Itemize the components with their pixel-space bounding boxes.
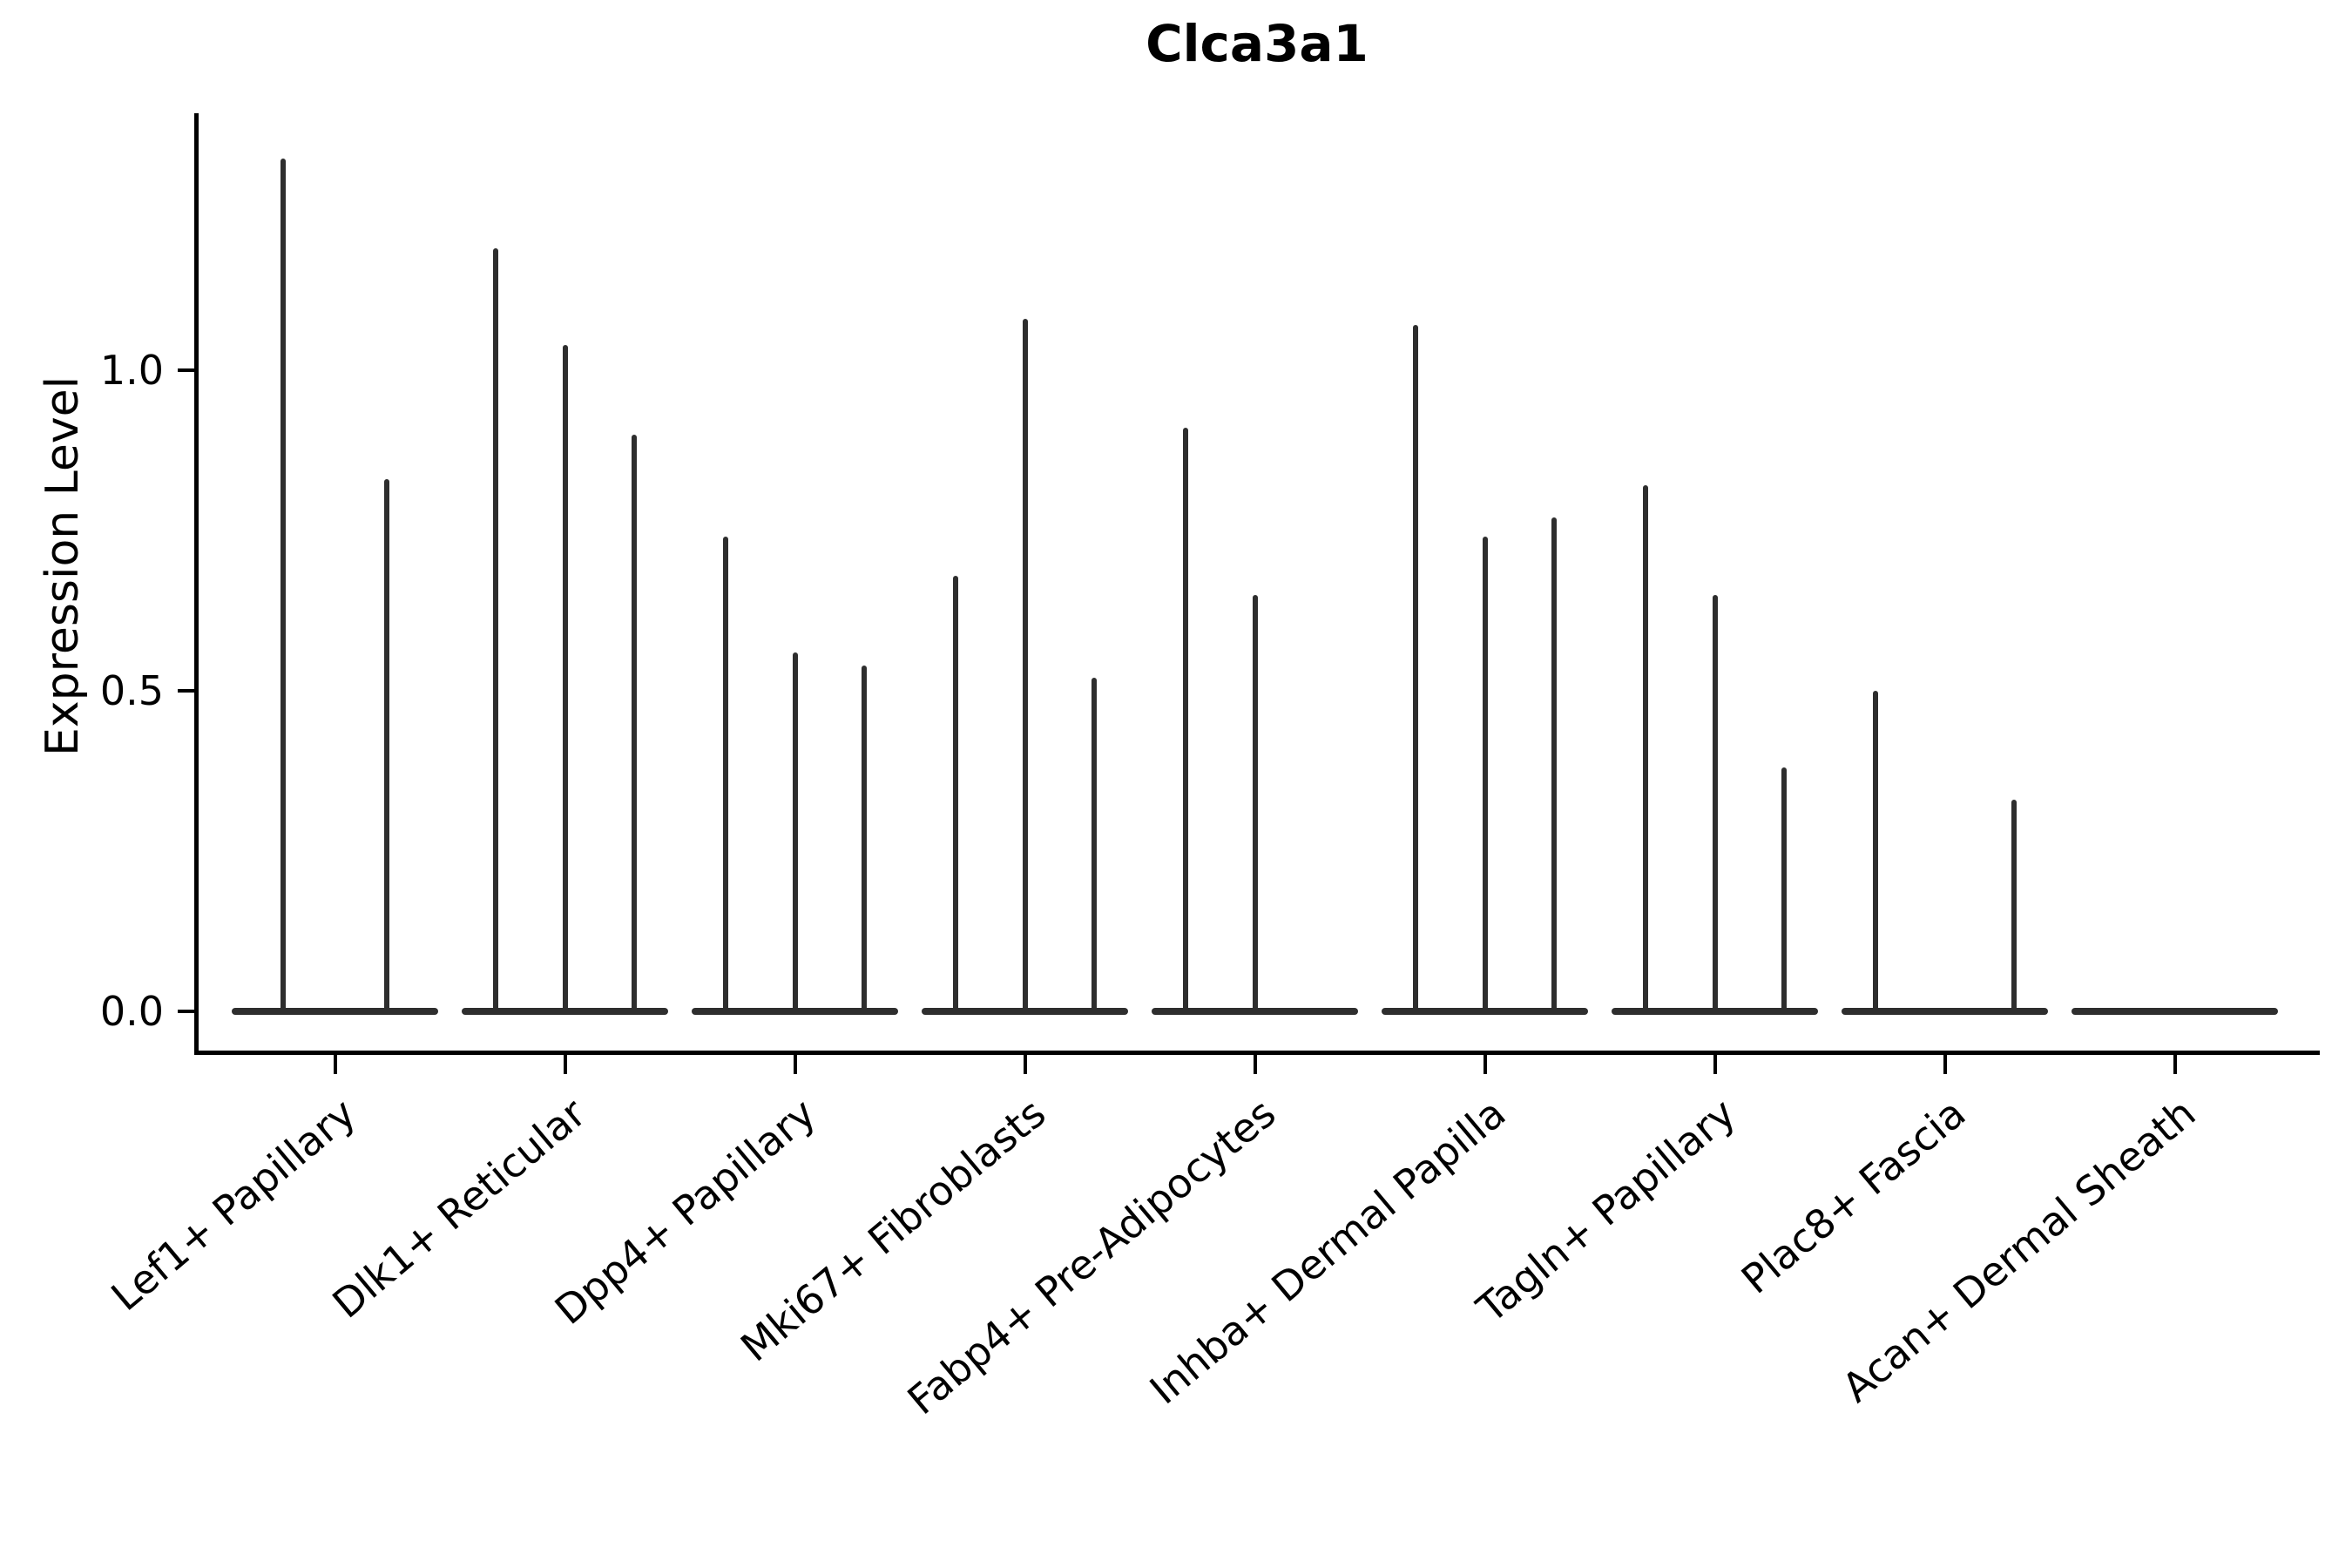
violin-spike — [631, 434, 637, 1011]
x-tick-mark — [1023, 1055, 1027, 1074]
x-tick-mark — [1253, 1055, 1257, 1074]
violin-spike — [1482, 537, 1488, 1011]
x-tick-label: Dpp4+ Papillary — [545, 1089, 824, 1334]
x-axis-spine — [194, 1051, 2320, 1055]
x-tick-label: Fabp4+ Pre-Adipocytes — [898, 1089, 1284, 1424]
violin-spike — [723, 537, 729, 1011]
violin-spike — [1091, 678, 1097, 1011]
violin-spike — [1022, 319, 1028, 1011]
x-tick-label: Plac8+ Fascia — [1732, 1089, 1974, 1303]
violin-spike — [792, 652, 798, 1011]
violin-spike — [2011, 800, 2017, 1011]
x-tick-mark — [1943, 1055, 1947, 1074]
x-tick-label: Tagln+ Papillary — [1467, 1089, 1744, 1332]
violin-spike — [1551, 517, 1557, 1011]
y-tick-label: 1.0 — [99, 347, 164, 394]
x-tick-label: Mki67+ Fibroblasts — [731, 1089, 1054, 1371]
violin-base — [1611, 1008, 1819, 1015]
x-tick-mark — [1483, 1055, 1487, 1074]
violin-spike — [383, 479, 389, 1011]
y-axis-label: Expression Level — [37, 375, 89, 757]
violin-base — [691, 1008, 899, 1015]
violin-spike — [861, 665, 867, 1011]
x-tick-mark — [563, 1055, 567, 1074]
x-tick-mark — [2173, 1055, 2177, 1074]
y-tick-mark — [178, 689, 195, 693]
x-tick-label: Dlk1+ Reticular — [322, 1089, 594, 1328]
violin-spike — [1183, 428, 1189, 1011]
x-tick-label: Inhba+ Dermal Papilla — [1140, 1089, 1514, 1414]
violin-spike — [1643, 485, 1649, 1011]
chart-title: Clca3a1 — [1146, 14, 1369, 73]
violin-spike — [280, 159, 287, 1011]
violin-spike — [1873, 691, 1879, 1011]
violin-spike — [1712, 594, 1718, 1011]
violin-base — [921, 1008, 1129, 1015]
y-tick-mark — [178, 1010, 195, 1013]
y-tick-mark — [178, 368, 195, 372]
y-tick-label: 0.5 — [99, 667, 164, 714]
violin-base — [1841, 1008, 2049, 1015]
x-tick-label: Acan+ Dermal Sheath — [1832, 1089, 2204, 1412]
violin-base — [461, 1008, 669, 1015]
violin-spike — [493, 248, 499, 1011]
violin-base — [1151, 1008, 1359, 1015]
violin-base — [2071, 1008, 2279, 1015]
violin-spike — [1413, 325, 1419, 1011]
x-tick-mark — [1713, 1055, 1717, 1074]
violin-spike — [562, 344, 568, 1011]
violin-spike — [1252, 594, 1258, 1011]
violin-spike — [953, 575, 959, 1011]
y-axis-spine — [194, 113, 199, 1055]
violin-spike — [1781, 767, 1787, 1011]
y-tick-label: 0.0 — [99, 988, 164, 1035]
x-tick-mark — [333, 1055, 337, 1074]
x-tick-mark — [793, 1055, 797, 1074]
violin-base — [1381, 1008, 1589, 1015]
violin-base — [231, 1008, 439, 1015]
